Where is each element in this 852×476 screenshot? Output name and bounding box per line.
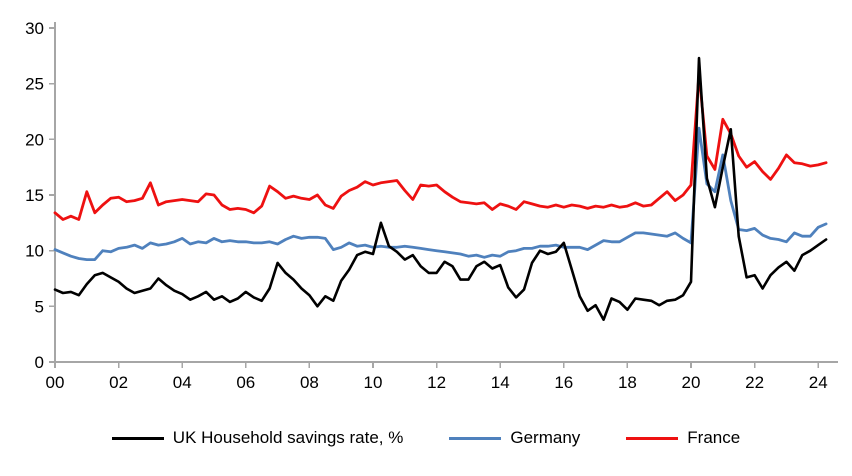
- germany-line-swatch: [449, 436, 502, 440]
- y-axis-tick-label: 30: [25, 19, 44, 38]
- legend-label-germany: Germany: [510, 428, 581, 447]
- uk-line-swatch: [111, 436, 164, 440]
- x-axis-tick-label: 20: [682, 373, 701, 392]
- y-axis-tick-label: 0: [35, 353, 44, 372]
- x-axis-tick-label: 08: [300, 373, 319, 392]
- x-axis-tick-label: 12: [427, 373, 446, 392]
- x-axis-tick-label: 04: [173, 373, 192, 392]
- legend-label-france: France: [687, 428, 741, 447]
- x-axis-tick-label: 16: [554, 373, 573, 392]
- y-axis-tick-label: 10: [25, 242, 44, 261]
- series-line-germany: [53, 126, 828, 262]
- x-axis-tick-label: 10: [364, 373, 383, 392]
- y-axis-tick-label: 15: [25, 186, 44, 205]
- x-axis-tick-label: 06: [236, 373, 255, 392]
- legend-label-uk: UK Household savings rate, %: [172, 428, 404, 447]
- x-axis-tick-label: 22: [745, 373, 764, 392]
- france-line-swatch: [626, 436, 679, 440]
- x-axis-tick-label: 18: [618, 373, 637, 392]
- legend-item-uk: UK Household savings rate, %: [111, 428, 404, 448]
- legend-item-germany: Germany: [449, 428, 580, 448]
- series-line-uk: [53, 56, 828, 322]
- x-axis-tick-label: 00: [46, 373, 65, 392]
- chart-legend: UK Household savings rate, % Germany Fra…: [0, 428, 852, 448]
- y-axis-tick-label: 25: [25, 75, 44, 94]
- x-axis-tick-label: 24: [809, 373, 828, 392]
- x-axis-tick-label: 02: [109, 373, 128, 392]
- x-axis-tick-label: 14: [491, 373, 510, 392]
- y-axis-tick-label: 5: [35, 297, 44, 316]
- series-line-france: [53, 72, 828, 221]
- legend-item-france: France: [626, 428, 740, 448]
- y-axis-tick-label: 20: [25, 130, 44, 149]
